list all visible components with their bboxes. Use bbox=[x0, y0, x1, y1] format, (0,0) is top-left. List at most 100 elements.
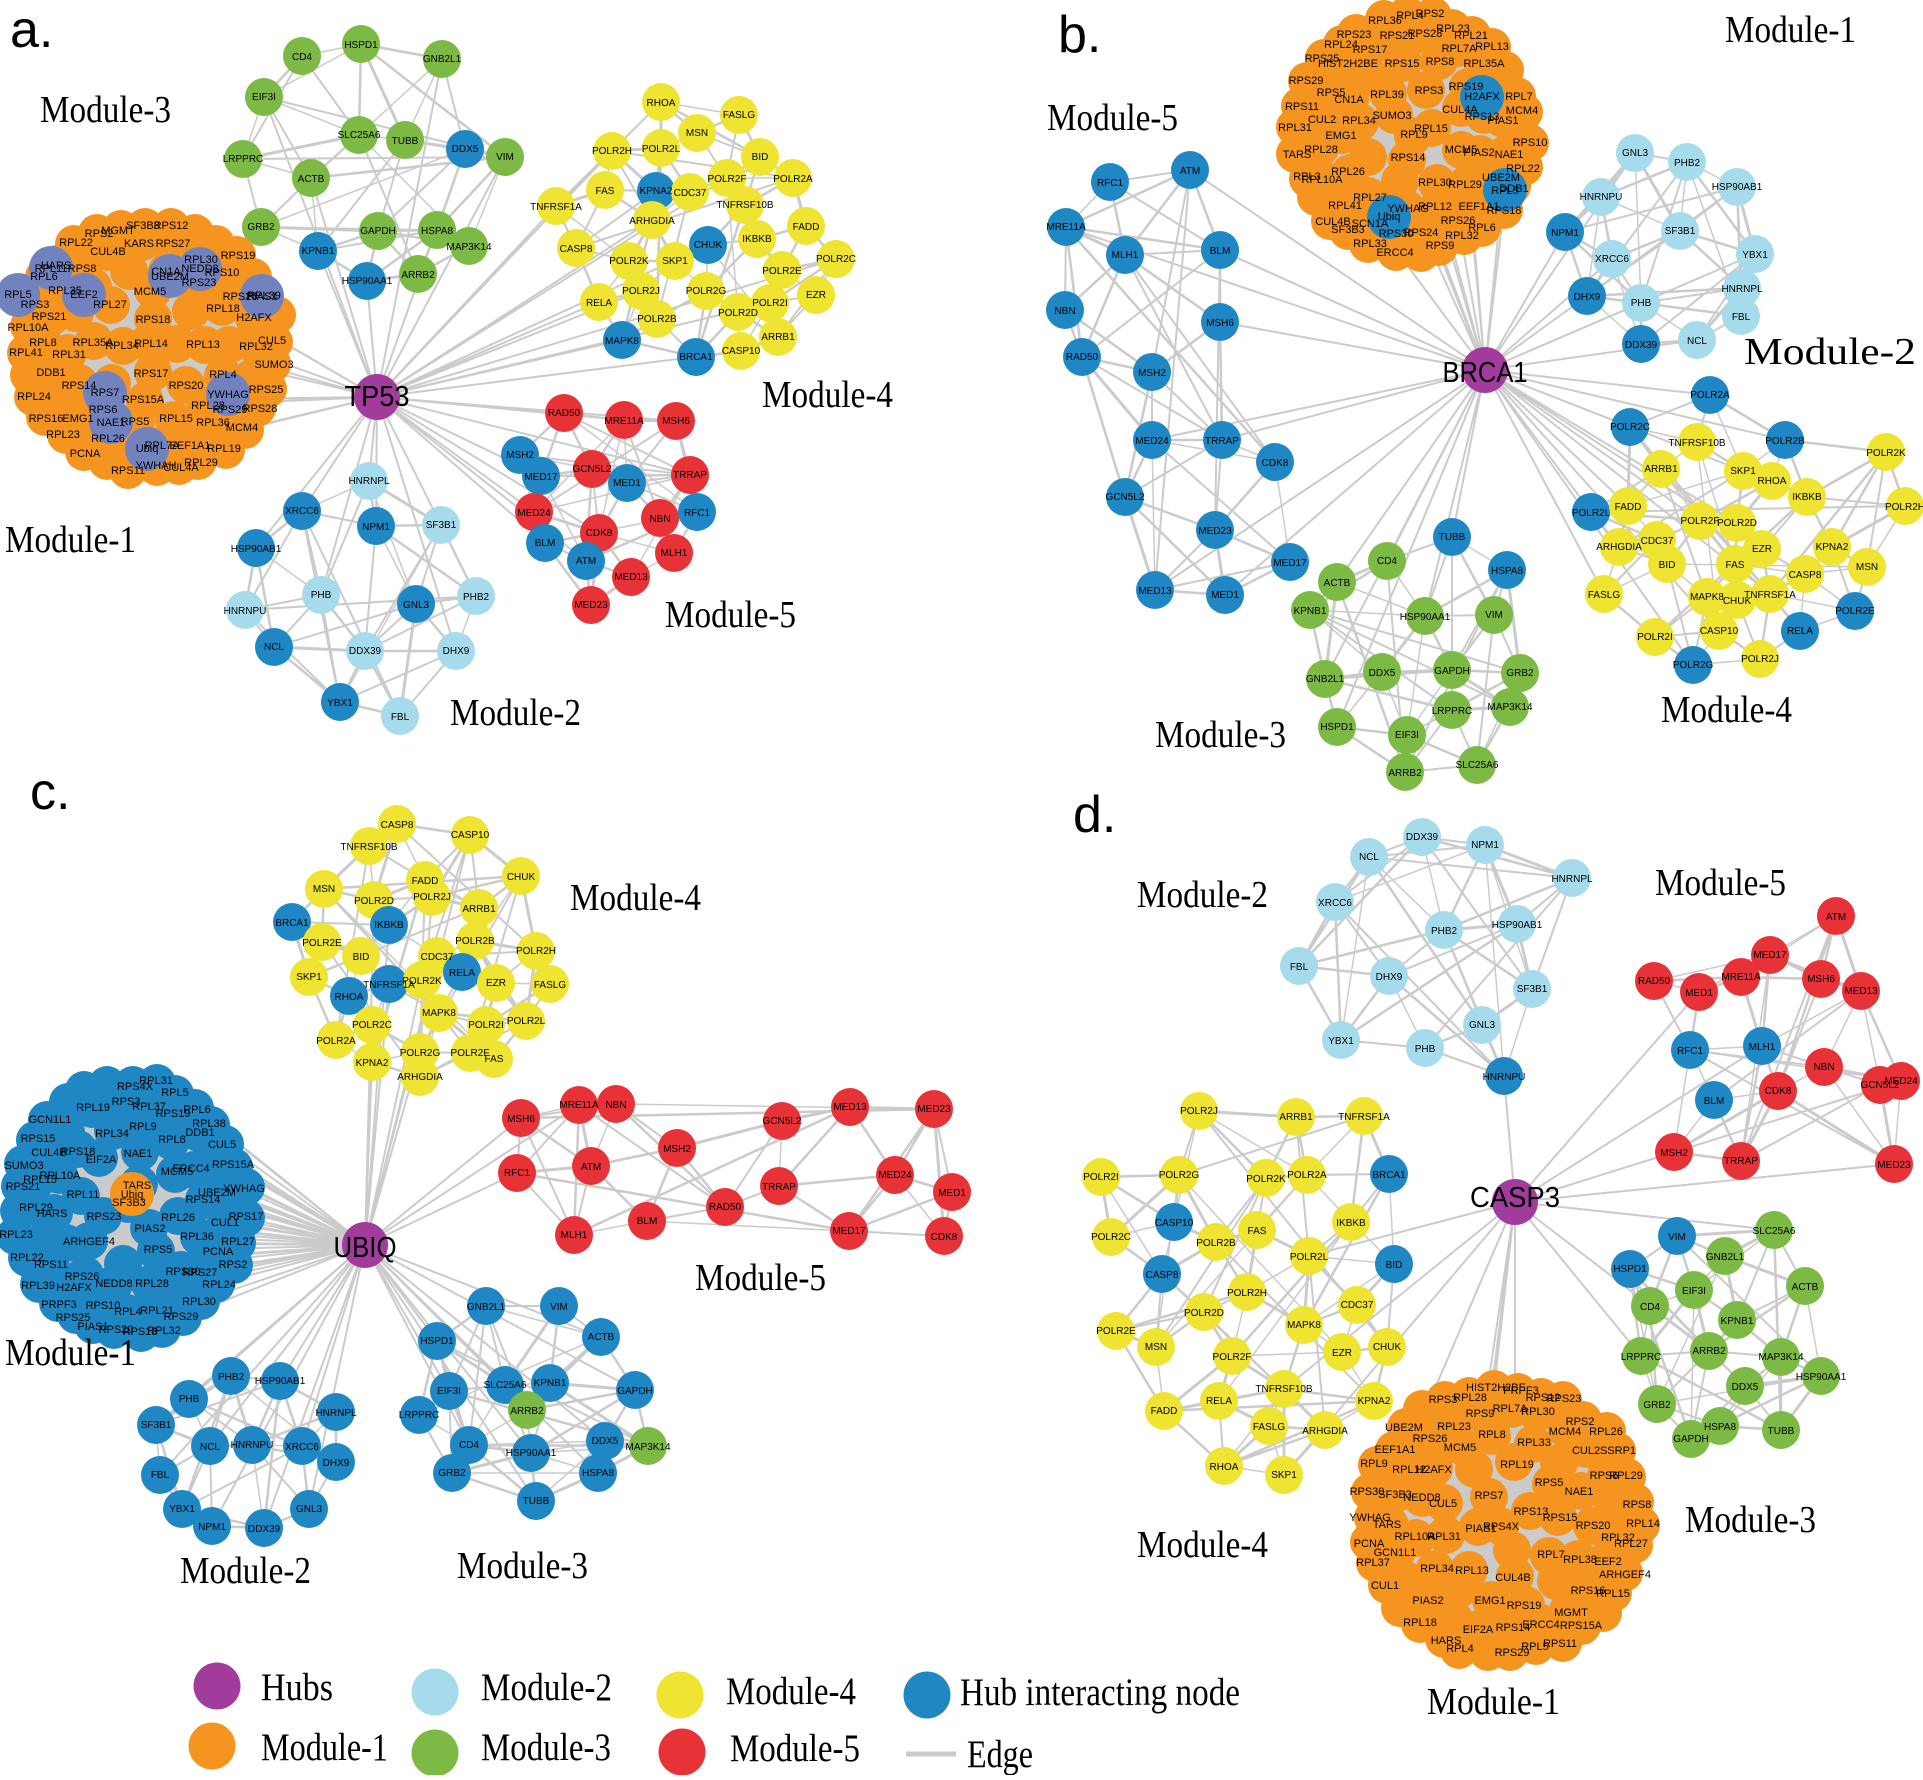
svg-text:PIAS2: PIAS2 bbox=[134, 1223, 165, 1235]
svg-text:BRCA1: BRCA1 bbox=[1372, 1170, 1406, 1181]
svg-text:KPNB1: KPNB1 bbox=[1721, 1316, 1754, 1327]
svg-text:EEF1A1: EEF1A1 bbox=[1459, 201, 1500, 213]
svg-text:GNL3: GNL3 bbox=[1622, 148, 1649, 159]
svg-text:Hub interacting node: Hub interacting node bbox=[960, 1671, 1240, 1714]
svg-text:RPL24: RPL24 bbox=[17, 391, 51, 403]
svg-text:Ubiq: Ubiq bbox=[121, 1189, 144, 1201]
svg-text:RPS30: RPS30 bbox=[166, 1266, 201, 1278]
svg-text:MAPK8: MAPK8 bbox=[1690, 592, 1724, 603]
svg-text:CDK8: CDK8 bbox=[1262, 458, 1289, 469]
svg-text:MLH1: MLH1 bbox=[1112, 250, 1139, 261]
svg-text:YBX1: YBX1 bbox=[1742, 250, 1768, 261]
svg-text:TUBB: TUBB bbox=[1439, 532, 1466, 543]
svg-text:RPL34: RPL34 bbox=[105, 340, 139, 352]
svg-text:RPS15A: RPS15A bbox=[122, 394, 165, 406]
svg-text:RPS5: RPS5 bbox=[121, 416, 150, 428]
svg-text:BID: BID bbox=[1659, 560, 1676, 571]
svg-text:DDB1: DDB1 bbox=[185, 1127, 214, 1139]
svg-text:KPNA2: KPNA2 bbox=[1358, 1396, 1391, 1407]
svg-text:DHX9: DHX9 bbox=[1376, 972, 1403, 983]
svg-text:POLR2J: POLR2J bbox=[413, 892, 451, 903]
svg-text:RPL13: RPL13 bbox=[1455, 1565, 1489, 1577]
svg-text:YWHAG: YWHAG bbox=[223, 1183, 265, 1195]
svg-text:PHB: PHB bbox=[1631, 298, 1652, 309]
svg-text:MAPK8: MAPK8 bbox=[422, 1008, 456, 1019]
svg-text:ARHGDIA: ARHGDIA bbox=[629, 216, 675, 227]
svg-text:RPL5: RPL5 bbox=[4, 289, 32, 301]
svg-text:ACTB: ACTB bbox=[1792, 1282, 1819, 1293]
svg-text:SF3B3: SF3B3 bbox=[126, 220, 160, 232]
svg-text:DDB1: DDB1 bbox=[1499, 183, 1528, 195]
svg-text:LRPPRC: LRPPRC bbox=[1621, 1352, 1662, 1363]
svg-text:RPS29: RPS29 bbox=[164, 1311, 199, 1323]
svg-text:MGMT: MGMT bbox=[101, 225, 135, 237]
svg-text:TP53: TP53 bbox=[345, 381, 410, 413]
svg-text:RELA: RELA bbox=[1787, 626, 1813, 637]
svg-text:GNL3: GNL3 bbox=[403, 600, 430, 611]
svg-text:BLM: BLM bbox=[535, 538, 556, 549]
svg-text:RPS28: RPS28 bbox=[243, 403, 278, 415]
svg-text:NPM1: NPM1 bbox=[198, 1522, 226, 1533]
svg-text:RPL18: RPL18 bbox=[1403, 1617, 1437, 1629]
svg-text:RELA: RELA bbox=[449, 968, 475, 979]
svg-text:EEF2: EEF2 bbox=[70, 289, 98, 301]
svg-text:ARHGDIA: ARHGDIA bbox=[1302, 1426, 1348, 1437]
svg-text:RPL11: RPL11 bbox=[67, 1189, 100, 1201]
svg-text:SF3B1: SF3B1 bbox=[1665, 226, 1696, 237]
svg-text:HSPA8: HSPA8 bbox=[1704, 1422, 1736, 1433]
svg-text:RPL22: RPL22 bbox=[1506, 163, 1540, 175]
svg-text:MLH1: MLH1 bbox=[1749, 1042, 1776, 1053]
svg-text:RPL22: RPL22 bbox=[10, 1252, 44, 1264]
svg-text:MED13: MED13 bbox=[833, 1102, 867, 1113]
svg-text:POLR2I: POLR2I bbox=[468, 1020, 504, 1031]
svg-text:RPL29: RPL29 bbox=[1609, 1470, 1643, 1482]
svg-text:GCN5L2: GCN5L2 bbox=[763, 1116, 802, 1127]
svg-text:RPS19: RPS19 bbox=[221, 250, 256, 262]
svg-text:CHUK: CHUK bbox=[507, 872, 536, 883]
svg-text:RPL30: RPL30 bbox=[184, 254, 218, 266]
svg-text:RPL27: RPL27 bbox=[93, 299, 127, 311]
svg-text:PIAS1: PIAS1 bbox=[77, 1321, 108, 1333]
svg-text:HSPD1: HSPD1 bbox=[344, 40, 378, 51]
svg-text:ACTB: ACTB bbox=[588, 1332, 615, 1343]
svg-text:CUL4B: CUL4B bbox=[1495, 1572, 1530, 1584]
svg-text:MAP3K14: MAP3K14 bbox=[625, 1442, 670, 1453]
svg-text:PIAS2: PIAS2 bbox=[1412, 1595, 1443, 1607]
svg-text:NAE1: NAE1 bbox=[124, 1148, 153, 1160]
svg-text:EIF3I: EIF3I bbox=[1395, 730, 1419, 741]
svg-text:HSP90AB1: HSP90AB1 bbox=[255, 1376, 306, 1387]
svg-text:KPNB1: KPNB1 bbox=[534, 1378, 567, 1389]
svg-text:KPNB1: KPNB1 bbox=[1294, 606, 1327, 617]
svg-text:RPL6: RPL6 bbox=[1468, 222, 1496, 234]
svg-text:RPS17: RPS17 bbox=[1353, 44, 1388, 56]
svg-text:PCNA: PCNA bbox=[203, 1246, 234, 1258]
svg-text:CUL5: CUL5 bbox=[1429, 1498, 1457, 1510]
svg-text:TNFRSF1A: TNFRSF1A bbox=[363, 980, 415, 991]
svg-text:HARS: HARS bbox=[1431, 1635, 1462, 1647]
svg-text:LRPPRC: LRPPRC bbox=[399, 1410, 440, 1421]
svg-text:SF3B3: SF3B3 bbox=[1378, 1489, 1412, 1501]
svg-text:SSRP1: SSRP1 bbox=[1600, 1445, 1636, 1457]
svg-text:RPL33: RPL33 bbox=[1353, 238, 1387, 250]
svg-text:RPL29: RPL29 bbox=[1448, 179, 1482, 191]
svg-text:RAD50: RAD50 bbox=[1638, 976, 1671, 987]
svg-text:RPS27: RPS27 bbox=[183, 1267, 218, 1279]
svg-text:RPL26: RPL26 bbox=[161, 1212, 195, 1224]
svg-text:Ubiq: Ubiq bbox=[136, 443, 159, 455]
svg-text:SKP1: SKP1 bbox=[296, 972, 322, 983]
svg-text:HNRNPU: HNRNPU bbox=[1483, 1072, 1526, 1083]
svg-text:RPL24: RPL24 bbox=[202, 1279, 236, 1291]
svg-text:MSH6: MSH6 bbox=[1206, 318, 1234, 329]
svg-text:NCL: NCL bbox=[1687, 336, 1707, 347]
svg-text:FAS: FAS bbox=[485, 1054, 504, 1065]
svg-text:RPL14: RPL14 bbox=[134, 338, 168, 350]
svg-text:IKBKB: IKBKB bbox=[374, 920, 404, 931]
svg-text:FBL: FBL bbox=[151, 1470, 170, 1481]
svg-text:ARRB2: ARRB2 bbox=[1388, 768, 1422, 779]
svg-text:RPL10A: RPL10A bbox=[40, 1170, 82, 1182]
svg-text:GNL3: GNL3 bbox=[296, 1504, 323, 1515]
svg-text:KARS: KARS bbox=[124, 238, 154, 250]
svg-text:RPS13: RPS13 bbox=[123, 1326, 158, 1338]
svg-text:RPL28: RPL28 bbox=[135, 1278, 169, 1290]
svg-text:RPL15: RPL15 bbox=[1414, 123, 1448, 135]
